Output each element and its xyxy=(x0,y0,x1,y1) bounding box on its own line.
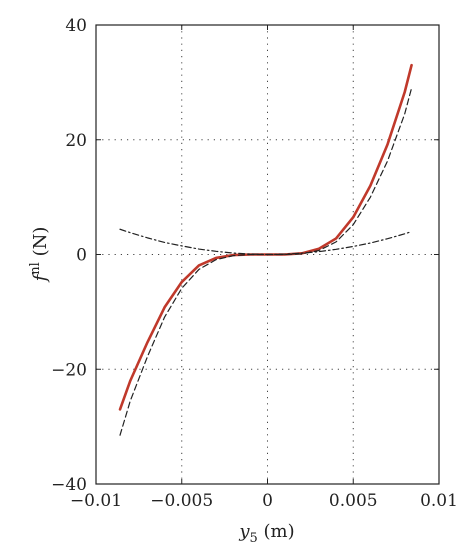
y-tick-label: −40 xyxy=(51,475,87,495)
x-tick-label: 0 xyxy=(262,491,273,511)
x-tick-label: 0.01 xyxy=(420,491,458,511)
series-group xyxy=(118,63,413,436)
x-tick-label: 0.005 xyxy=(329,491,378,511)
y-tick-label: −20 xyxy=(51,360,87,380)
y-tick-label: 20 xyxy=(65,131,87,151)
ticks: −0.01 −0.005 0 0.005 0.01 −40 −20 0 20 40 xyxy=(51,16,458,511)
x-axis-label: y5 (m) xyxy=(238,521,294,546)
x-tick-label: −0.01 xyxy=(70,491,122,511)
y-tick-label: 40 xyxy=(65,16,87,36)
y-axis-label: fnl (N) xyxy=(28,227,51,284)
series-line-dashdot xyxy=(119,228,413,256)
x-tick-label: −0.005 xyxy=(150,491,213,511)
y-tick-label: 0 xyxy=(76,246,87,266)
